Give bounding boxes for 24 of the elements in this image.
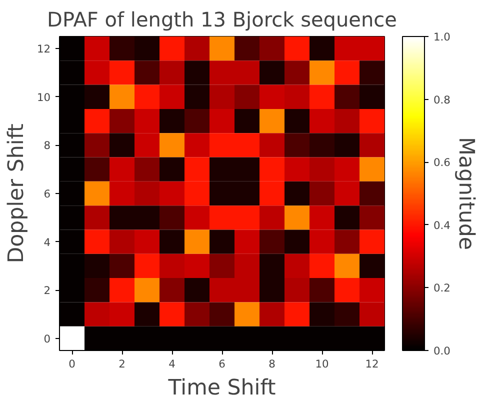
y-tick-label: 8 — [44, 139, 51, 152]
y-tick-label: 10 — [36, 90, 51, 104]
color-bar-title: Magnitude — [454, 137, 478, 250]
color-bar-label: 0.8 — [434, 93, 451, 106]
x-tick-label: 8 — [268, 358, 276, 370]
color-bar-label: 0.2 — [434, 282, 450, 295]
y-axis-title: Doppler Shift — [4, 124, 29, 264]
y-tick-label: 6 — [44, 188, 51, 200]
y-tick-label: 2 — [44, 284, 50, 298]
color-bar-label: 0.0 — [434, 344, 451, 358]
y-tick-label: 4 — [44, 236, 51, 249]
x-tick-label: 4 — [168, 358, 176, 370]
x-tick-label: 0 — [68, 358, 76, 370]
x-tick-label: 6 — [218, 358, 226, 370]
color-bar-label: 0.6 — [434, 156, 451, 170]
color-bar-label: 0.4 — [434, 218, 451, 232]
x-tick-label: 10 — [315, 358, 329, 370]
chart-title: DPAF of length 13 Bjorck sequence — [47, 8, 397, 32]
y-tick-label: 0 — [44, 332, 51, 346]
color-bar-label: 1.0 — [434, 30, 451, 44]
y-tick-label: 12 — [36, 42, 51, 56]
x-axis-title: Time Shift — [167, 376, 276, 400]
x-tick-label: 12 — [365, 358, 379, 370]
x-tick-label: 2 — [118, 358, 126, 370]
